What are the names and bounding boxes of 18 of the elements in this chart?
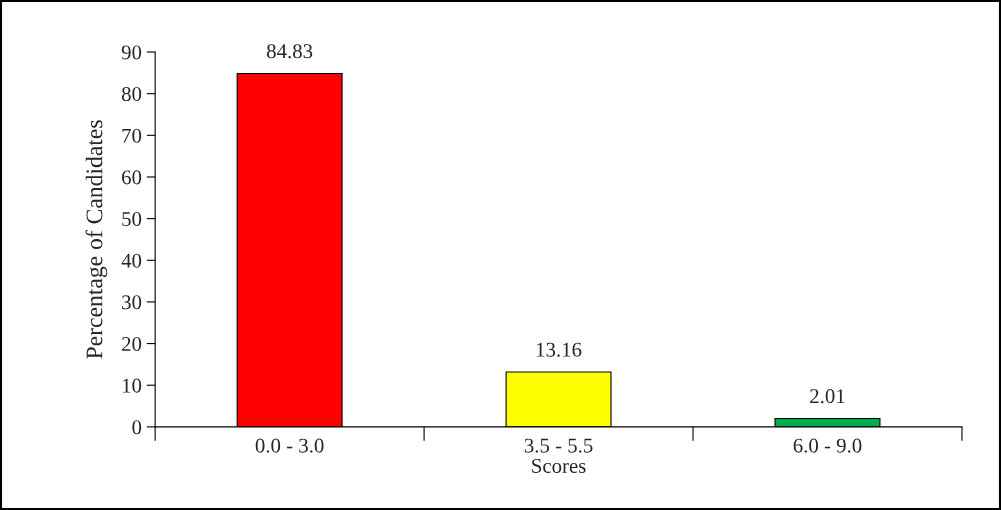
y-tick-label: 30 [122,295,142,310]
x-axis-title: Scores [532,458,586,473]
y-tick-label: 70 [122,128,142,143]
y-tick-label: 60 [122,170,142,185]
y-axis-title: Percentage of Candidates [85,120,108,359]
data-label: 13.16 [536,342,582,357]
y-tick-label: 10 [122,378,142,393]
x-tick-label: 6.0 - 9.0 [793,438,862,453]
y-tick-label: 40 [121,253,142,268]
y-tick-label: 20 [122,336,142,351]
data-label: 84.83 [266,44,313,59]
y-tick-label: 90 [121,45,142,60]
y-tick-label: 80 [121,87,142,102]
x-tick-label: 0.0 - 3.0 [255,438,324,453]
y-tick-label: 50 [122,211,142,227]
x-tick-label: 3.5 - 5.5 [524,438,593,453]
data-label: 2.01 [810,389,845,404]
y-tick-label: 0 [132,420,142,435]
